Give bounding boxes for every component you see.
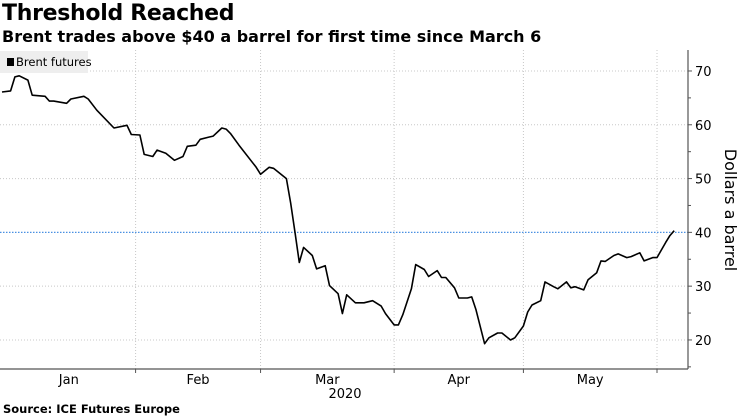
source-note: Source: ICE Futures Europe bbox=[3, 402, 180, 416]
y-tick-label: 30 bbox=[695, 280, 712, 295]
chart-subtitle: Brent trades above $40 a barrel for firs… bbox=[2, 27, 542, 46]
x-tick-label: Jan bbox=[58, 373, 79, 388]
x-year-label: 2020 bbox=[328, 387, 361, 402]
x-tick-label: Feb bbox=[187, 373, 210, 388]
legend: Brent futures bbox=[0, 51, 92, 73]
y-tick-label: 50 bbox=[695, 173, 712, 188]
legend-label: Brent futures bbox=[16, 55, 92, 69]
y-tick-label: 60 bbox=[695, 119, 712, 134]
chart-title: Threshold Reached bbox=[2, 1, 235, 26]
y-tick-label: 20 bbox=[695, 334, 712, 349]
y-tick-label: 70 bbox=[695, 65, 712, 80]
grid bbox=[0, 50, 688, 369]
legend-background bbox=[0, 51, 88, 73]
legend-swatch bbox=[7, 58, 14, 66]
series-line-brent-futures bbox=[1, 75, 675, 345]
axes: Jan Feb Mar Apr May 20 30 40 50 60 70 bbox=[0, 50, 712, 388]
y-tick-label: 40 bbox=[695, 226, 712, 241]
x-tick-label: Mar bbox=[315, 373, 340, 388]
x-tick-label: Apr bbox=[448, 373, 471, 388]
y-axis-label: Dollars a barrel bbox=[721, 149, 740, 271]
x-tick-label: May bbox=[577, 373, 604, 388]
